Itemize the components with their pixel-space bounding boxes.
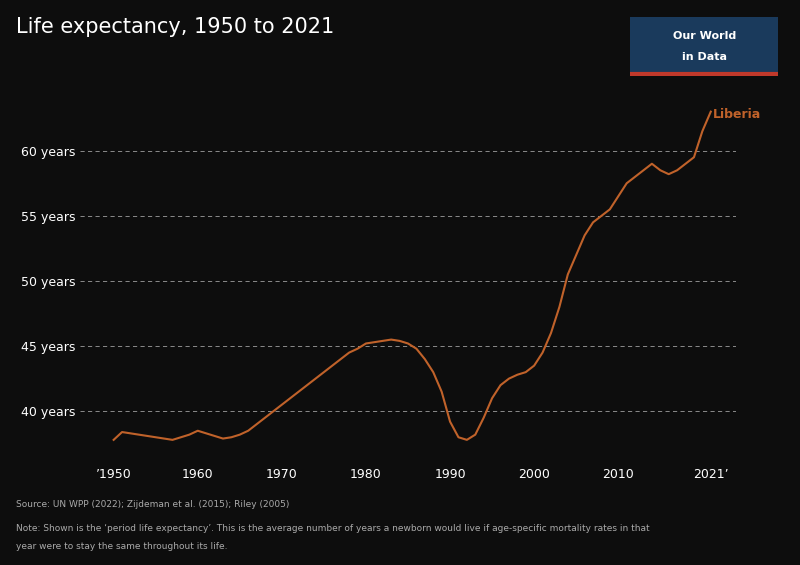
Text: Life expectancy, 1950 to 2021: Life expectancy, 1950 to 2021 (16, 17, 334, 37)
Text: Our World: Our World (673, 31, 736, 41)
Text: Liberia: Liberia (714, 108, 762, 121)
Text: Source: UN WPP (2022); Zijdeman et al. (2015); Riley (2005): Source: UN WPP (2022); Zijdeman et al. (… (16, 500, 290, 509)
Text: year were to stay the same throughout its life.: year were to stay the same throughout it… (16, 542, 227, 551)
Text: Note: Shown is the ‘period life expectancy’. This is the average number of years: Note: Shown is the ‘period life expectan… (16, 524, 650, 533)
Text: in Data: in Data (682, 53, 727, 62)
